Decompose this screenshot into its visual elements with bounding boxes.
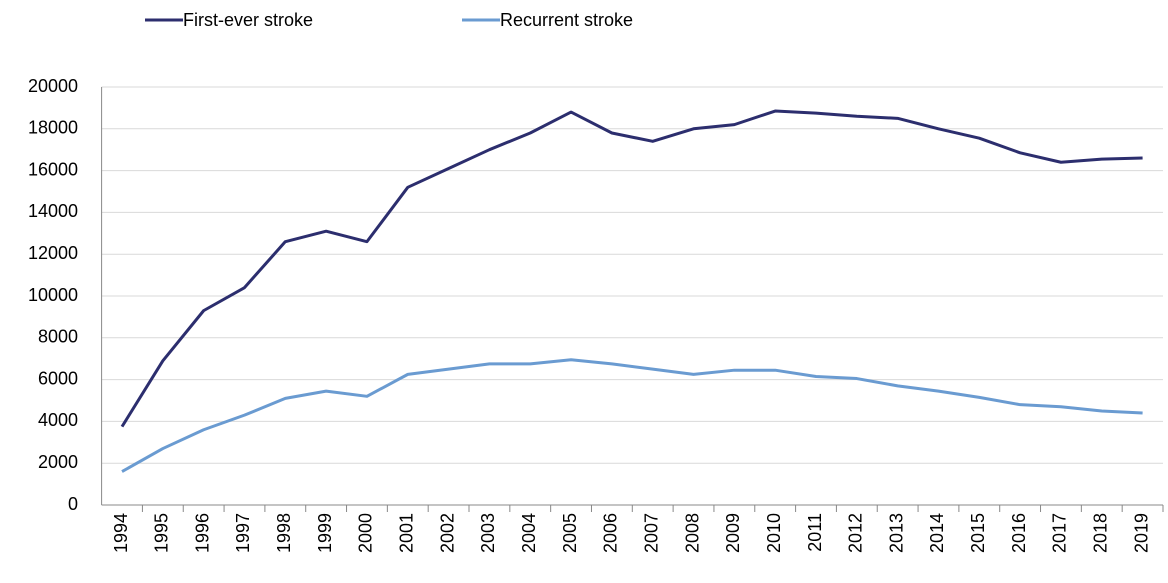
x-tick-label: 2003 <box>478 513 498 553</box>
x-tick-label: 2009 <box>723 513 743 553</box>
y-tick-label: 4000 <box>38 410 78 430</box>
series-line <box>121 358 1143 473</box>
x-tick-label: 2007 <box>641 513 661 553</box>
y-tick-label: 18000 <box>28 118 78 138</box>
x-tick-label: 2019 <box>1131 513 1151 553</box>
y-tick-label: 16000 <box>28 159 78 179</box>
x-tick-label: 2004 <box>519 513 539 553</box>
legend-label: Recurrent stroke <box>500 10 633 30</box>
legend-label: First-ever stroke <box>183 10 313 30</box>
x-tick-label: 2008 <box>682 513 702 553</box>
x-tick-label: 2014 <box>927 513 947 553</box>
x-tick-label: 2011 <box>805 513 825 552</box>
x-tick-label: 2000 <box>356 513 376 553</box>
x-tick-label: 2017 <box>1050 513 1070 553</box>
x-tick-label: 2018 <box>1091 513 1111 553</box>
x-tick-label: 1994 <box>111 513 131 553</box>
y-tick-label: 2000 <box>38 452 78 472</box>
y-tick-label: 14000 <box>28 201 78 221</box>
x-tick-label: 2006 <box>601 513 621 553</box>
x-tick-label: 1999 <box>315 513 335 553</box>
y-tick-label: 12000 <box>28 243 78 263</box>
x-tick-label: 1995 <box>152 513 172 553</box>
y-tick-label: 6000 <box>38 368 78 388</box>
x-tick-label: 1996 <box>192 513 212 553</box>
series-line <box>120 109 1143 428</box>
y-tick-label: 0 <box>68 494 78 514</box>
x-tick-label: 2005 <box>560 513 580 553</box>
x-tick-label: 2013 <box>886 513 906 553</box>
y-tick-label: 20000 <box>28 76 78 96</box>
x-tick-label: 1997 <box>233 513 253 553</box>
x-tick-label: 2016 <box>1009 513 1029 553</box>
x-tick-label: 2010 <box>764 513 784 553</box>
x-tick-label: 1998 <box>274 513 294 553</box>
y-tick-label: 10000 <box>28 285 78 305</box>
x-tick-label: 2015 <box>968 513 988 553</box>
x-tick-label: 2012 <box>846 513 866 553</box>
y-tick-label: 8000 <box>38 327 78 347</box>
x-tick-label: 2001 <box>397 513 417 553</box>
x-tick-label: 2002 <box>437 513 457 553</box>
